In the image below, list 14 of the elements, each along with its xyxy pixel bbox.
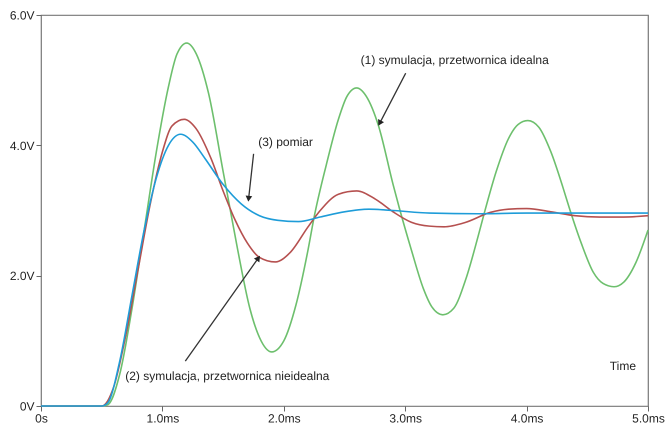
annotation: (3) pomiar	[258, 134, 313, 149]
x-tick-label: 4.0ms	[510, 412, 544, 426]
y-tick-label: 6.0V	[10, 8, 34, 22]
y-tick-label: 0V	[20, 400, 34, 414]
x-tick-label: 2.0ms	[268, 412, 301, 426]
y-tick-label: 2.0V	[10, 269, 34, 284]
x-tick-label: 5.0ms	[632, 412, 665, 426]
x-tick-label: 0s	[35, 412, 48, 426]
y-tick-label: 4.0V	[10, 138, 34, 153]
x-tick-label: 3.0ms	[389, 412, 422, 426]
x-tick-label: 1.0ms	[146, 412, 180, 426]
annotation: (2) symulacja, przetwornica nieidealna	[125, 369, 330, 384]
annotation: (1) symulacja, przetwornica idealna	[360, 53, 550, 68]
x-axis-title: Time	[610, 359, 636, 373]
